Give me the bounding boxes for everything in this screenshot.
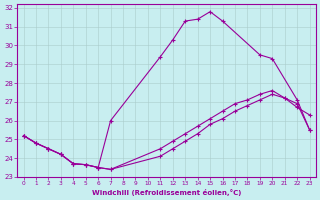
X-axis label: Windchill (Refroidissement éolien,°C): Windchill (Refroidissement éolien,°C) <box>92 189 241 196</box>
